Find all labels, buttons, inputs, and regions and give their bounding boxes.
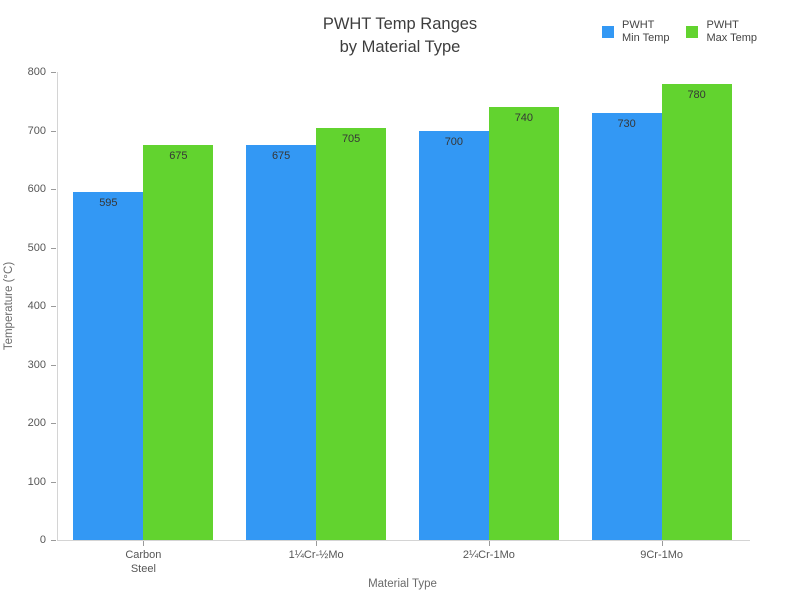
- x-tick-label: 1¼Cr-½Mo: [256, 548, 376, 562]
- x-tick-label-line: Carbon: [125, 549, 162, 561]
- x-tick-label: Carbon Steel: [83, 548, 203, 576]
- y-tick: [51, 130, 56, 132]
- x-axis-line: [57, 540, 750, 541]
- x-tick-label-line: 2¼Cr-1Mo: [462, 549, 515, 561]
- bar-value-label: 780: [687, 88, 706, 101]
- x-tick-label-line: Steel: [130, 563, 156, 575]
- x-tick: [143, 541, 145, 546]
- y-tick-label: 500: [27, 241, 46, 254]
- bar-min-temp-9cr-1mo[interactable]: [591, 112, 662, 540]
- legend-swatch-min-temp-icon: [602, 26, 614, 38]
- bar-value-label: 675: [271, 150, 291, 163]
- y-tick: [51, 189, 56, 190]
- x-tick: [488, 541, 490, 546]
- x-axis-title: Material Type: [368, 578, 437, 590]
- y-tick: [51, 306, 56, 307]
- bar-min-temp-2-cr-1mo[interactable]: [418, 130, 489, 540]
- y-tick: [51, 481, 56, 483]
- x-tick: [316, 541, 318, 546]
- legend-label-min-line1: PWHT: [622, 19, 655, 31]
- y-tick: [51, 423, 56, 424]
- y-tick: [51, 72, 56, 73]
- bar-max-temp-carbon-steel[interactable]: [143, 145, 214, 540]
- bar-min-temp-1-cr-mo[interactable]: [246, 145, 317, 540]
- chart-title: PWHT Temp Ranges by Material Type: [0, 13, 800, 59]
- legend-label-max-line2: Max Temp: [706, 32, 758, 44]
- legend-label-max-line1: PWHT: [706, 19, 739, 31]
- legend-label-min-temp: PWHT Min Temp: [622, 19, 669, 45]
- bar-max-temp-2-cr-1mo[interactable]: [488, 107, 559, 540]
- bar-value-label: 730: [617, 117, 636, 130]
- chart-title-line1: PWHT Temp Ranges: [322, 15, 478, 33]
- legend-label-max-temp: PWHT Max Temp: [706, 19, 757, 45]
- bar-value-label: 595: [99, 196, 118, 209]
- chart-title-line2: by Material Type: [339, 38, 461, 56]
- y-tick: [51, 540, 56, 541]
- bar-max-temp-1-cr-mo[interactable]: [316, 127, 387, 540]
- y-tick: [51, 247, 56, 249]
- bar-value-label: 740: [514, 112, 534, 125]
- bar-value-label: 700: [444, 135, 464, 148]
- y-tick-label: 200: [27, 417, 46, 429]
- legend-item-min-temp[interactable]: PWHT Min Temp: [602, 19, 669, 45]
- y-tick-label: 0: [39, 534, 46, 546]
- y-axis-line: [57, 72, 58, 540]
- bar-value-label: 675: [169, 150, 188, 163]
- x-tick-label-line: 9Cr-1Mo: [640, 549, 684, 561]
- x-tick-label: 9Cr-1Mo: [602, 548, 722, 562]
- legend-swatch-max-temp-icon: [686, 26, 699, 38]
- y-tick-label: 700: [27, 124, 46, 137]
- x-tick-label: 2¼Cr-1Mo: [429, 548, 549, 562]
- legend-label-min-line2: Min Temp: [622, 32, 670, 44]
- y-tick-label: 400: [27, 300, 46, 312]
- bar-value-label: 705: [341, 132, 361, 145]
- y-tick: [51, 364, 56, 366]
- y-tick-label: 100: [27, 475, 46, 488]
- bar-min-temp-carbon-steel[interactable]: [73, 191, 144, 540]
- legend: PWHT Min Temp PWHT Max Temp: [602, 19, 757, 45]
- x-tick-label-line: 1¼Cr-½Mo: [288, 549, 344, 561]
- y-tick-label: 600: [27, 183, 46, 195]
- legend-item-max-temp[interactable]: PWHT Max Temp: [686, 19, 757, 45]
- y-tick-label: 300: [27, 358, 46, 371]
- y-tick-label: 800: [27, 66, 46, 78]
- bar-max-temp-9cr-1mo[interactable]: [661, 83, 732, 540]
- x-tick: [661, 541, 663, 546]
